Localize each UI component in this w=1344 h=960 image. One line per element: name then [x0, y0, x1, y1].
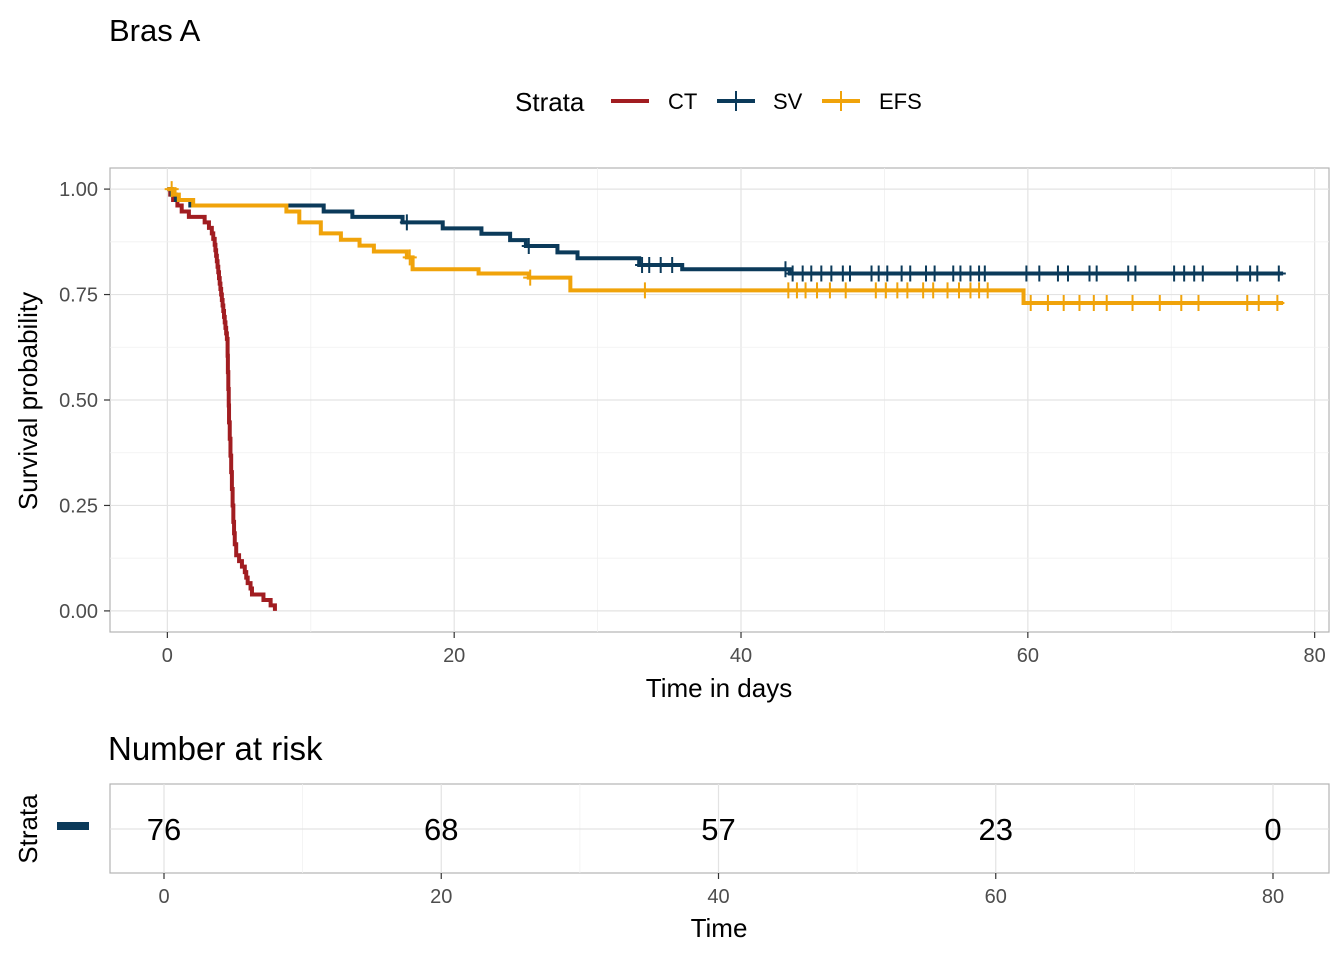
- censor-mark-efs: [1040, 294, 1055, 311]
- x-tick-label: 80: [1304, 645, 1326, 667]
- x-tick-label: 20: [443, 645, 465, 667]
- censor-mark-efs: [523, 269, 538, 286]
- x-axis-ticks: 0 20 40 60 80: [162, 632, 1326, 667]
- risk-count: 68: [424, 812, 458, 847]
- plot-series: [164, 181, 1286, 611]
- risk-stratum-key: [57, 822, 89, 830]
- censor-mark-efs: [900, 282, 915, 299]
- censor-mark-sv: [399, 214, 414, 231]
- censor-mark-sv: [927, 265, 942, 282]
- censor-mark-sv: [1019, 265, 1034, 282]
- censor-mark-efs: [810, 282, 825, 299]
- censor-mark-efs: [1125, 294, 1140, 311]
- censor-mark-efs: [822, 282, 837, 299]
- censor-mark-efs: [838, 282, 853, 299]
- censor-mark-efs: [1251, 294, 1266, 311]
- censor-mark-efs: [1152, 294, 1167, 311]
- censor-mark-sv: [1250, 265, 1265, 282]
- x-tick-label: 40: [730, 645, 752, 667]
- censor-mark-efs: [1056, 294, 1071, 311]
- risk-count: 23: [979, 812, 1013, 847]
- censor-mark-efs: [402, 249, 417, 266]
- risk-count: 76: [147, 812, 181, 847]
- censor-mark-sv: [843, 265, 858, 282]
- censor-mark-efs: [1086, 294, 1101, 311]
- censor-mark-sv: [1230, 265, 1245, 282]
- censor-mark-sv: [903, 265, 918, 282]
- y-tick-label: 0.75: [59, 285, 98, 307]
- risk-x-tick-label: 0: [158, 886, 169, 908]
- plot-grid: [110, 168, 1329, 632]
- censor-mark-sv: [880, 265, 895, 282]
- y-axis-ticks: 0.00 0.25 0.50 0.75 1.00: [59, 179, 110, 623]
- censor-mark-efs: [926, 282, 941, 299]
- legend-label-efs: EFS: [879, 89, 922, 114]
- y-tick-label: 0.50: [59, 390, 98, 412]
- risk-table-title: Number at risk: [108, 730, 323, 767]
- censor-mark-sv: [665, 257, 680, 274]
- risk-x-tick-label: 20: [430, 886, 452, 908]
- censor-mark-sv: [1089, 265, 1104, 282]
- censor-mark-efs: [637, 282, 652, 299]
- censor-mark-sv: [1195, 265, 1210, 282]
- legend-label-sv: SV: [773, 89, 803, 114]
- censor-mark-sv: [1060, 265, 1075, 282]
- censor-mark-efs: [1072, 294, 1087, 311]
- risk-count: 0: [1264, 812, 1281, 847]
- y-tick-label: 1.00: [59, 179, 98, 201]
- risk-x-tick-label: 60: [985, 886, 1007, 908]
- legend: Strata CT SV EFS: [515, 87, 922, 117]
- risk-table-y-label: Strata: [13, 794, 43, 864]
- risk-table-x-ticks: 0 20 40 60 80: [158, 873, 1284, 908]
- censor-mark-sv: [521, 238, 536, 255]
- censor-mark-efs: [980, 282, 995, 299]
- y-tick-label: 0.25: [59, 495, 98, 517]
- y-tick-label: 0.00: [59, 601, 98, 623]
- chart-title: Bras A: [109, 13, 201, 48]
- risk-x-tick-label: 40: [707, 886, 729, 908]
- risk-table-values: 76 68 57 23 0: [147, 812, 1282, 847]
- censor-mark-efs: [1270, 294, 1285, 311]
- censor-mark-efs: [1023, 294, 1038, 311]
- risk-table-x-label: Time: [691, 913, 748, 943]
- censor-mark-sv: [1128, 265, 1143, 282]
- series-line-ct: [167, 187, 277, 611]
- censor-mark-sv: [1032, 265, 1047, 282]
- series-line-efs: [167, 187, 1284, 305]
- risk-count: 57: [701, 812, 735, 847]
- y-axis-label: Survival probability: [13, 292, 43, 510]
- x-axis-label: Time in days: [646, 673, 792, 703]
- censor-mark-efs: [164, 181, 179, 198]
- censor-mark-efs: [1191, 294, 1206, 311]
- risk-table-grid: [110, 784, 1329, 873]
- x-tick-label: 0: [162, 645, 173, 667]
- legend-label-ct: CT: [668, 89, 697, 114]
- censor-mark-efs: [1174, 294, 1189, 311]
- legend-title: Strata: [515, 87, 585, 117]
- censor-mark-sv: [1271, 265, 1286, 282]
- censor-mark-sv: [977, 265, 992, 282]
- censor-mark-sv: [778, 261, 793, 278]
- risk-x-tick-label: 80: [1262, 886, 1284, 908]
- x-tick-label: 60: [1017, 645, 1039, 667]
- censor-mark-efs: [1099, 294, 1114, 311]
